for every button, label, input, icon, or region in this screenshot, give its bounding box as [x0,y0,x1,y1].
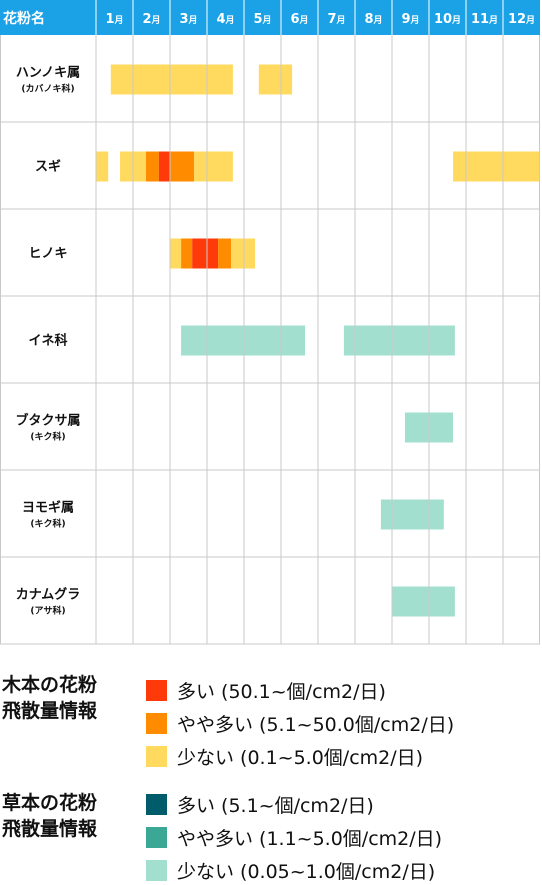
month-label: 1月 [105,12,123,27]
legend-item-grass-high: 多い (5.1~個/cm2/日) [146,791,374,817]
pollen-bar [218,238,232,269]
row-sublabel: (キク科) [30,431,65,443]
legend-label: 少ない (0.1~5.0個/cm2/日) [177,746,424,769]
pollen-bar [392,586,455,617]
row-label: スギ [35,159,61,175]
pollen-bar [194,151,233,182]
legend-item-tree-low: 少ない (0.1~5.0個/cm2/日) [146,743,423,769]
pollen-bar [145,151,159,182]
pollen-bar [181,238,193,269]
month-label: 2月 [142,12,160,27]
legend-label: 少ない (0.05~1.0個/cm2/日) [177,860,436,883]
row-sublabel: (カバノキ科) [21,83,74,95]
legend-grass-title: 草本の花粉 飛散量情報 [2,792,98,840]
legend-label: 多い (5.1~個/cm2/日) [177,794,374,817]
legend-swatch-grass-high [146,793,167,815]
legend-label: やや多い (1.1~5.0個/cm2/日) [177,827,443,850]
pollen-bar [110,64,233,95]
pollen-bar [96,151,109,182]
row-label: カナムグラ [16,587,81,603]
pollen-bar [453,151,540,182]
row-label: ハンノキ属 [16,66,80,81]
legend-swatch-grass-medium [146,826,167,848]
pollen-bar [380,499,444,530]
legend-swatch-tree-high [146,679,167,701]
legend-item-tree-medium: やや多い (5.1~50.0個/cm2/日) [146,710,454,736]
pollen-bar [170,238,182,269]
row-label: ブタクサ属 [15,413,80,429]
month-label: 3月 [179,12,197,27]
month-label: 7月 [327,12,345,27]
pollen-bar [343,325,455,356]
month-label: 8月 [364,12,382,27]
row-sublabel: (アサ科) [30,605,65,617]
pollen-bar [192,238,219,269]
month-label: 5月 [253,12,271,27]
pollen-bar [170,151,195,182]
month-label: 4月 [216,12,234,27]
legend-swatch-tree-low [146,745,167,767]
month-label: 11月 [471,12,498,27]
row-label: ヨモギ属 [22,500,74,516]
month-label: 9月 [401,12,419,27]
legend-tree-title: 木本の花粉 飛散量情報 [2,674,98,722]
legend-label: 多い (50.1~個/cm2/日) [177,680,386,703]
legend-item-grass-medium: やや多い (1.1~5.0個/cm2/日) [146,824,442,850]
row-sublabel: (キク科) [30,518,65,530]
month-label: 6月 [290,12,308,27]
pollen-bar [181,325,306,356]
legend: 木本の花粉 飛散量情報 多い (50.1~個/cm2/日) やや多い (5.1~… [0,660,542,885]
legend-item-tree-high: 多い (50.1~個/cm2/日) [146,677,386,703]
legend-item-grass-low: 少ない (0.05~1.0個/cm2/日) [146,857,435,883]
header-label: 花粉名 [3,10,45,27]
row-label: ヒノキ [28,247,67,262]
pollen-bar [258,64,293,95]
header-bar [0,0,540,35]
pollen-bar [231,238,256,269]
pollen-bar [158,151,170,182]
month-label: 12月 [508,12,535,27]
row-label: イネ科 [28,333,67,349]
legend-label: やや多い (5.1~50.0個/cm2/日) [177,713,455,736]
month-label: 10月 [434,12,461,27]
legend-swatch-tree-medium [146,712,167,734]
legend-swatch-grass-low [146,859,167,881]
